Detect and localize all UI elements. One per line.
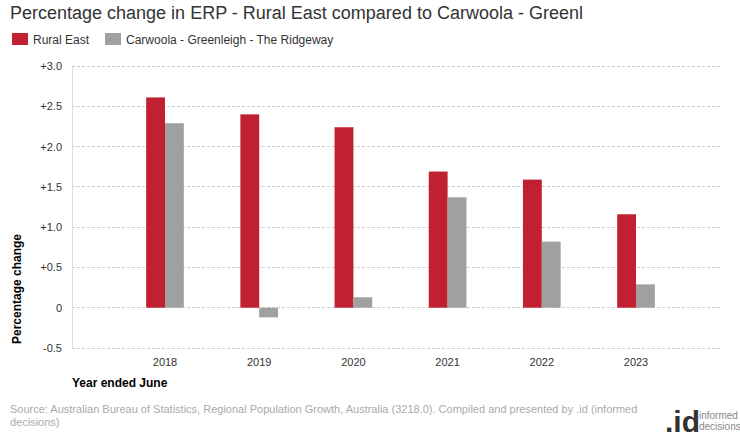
bar [240, 114, 259, 307]
x-axis-line [118, 348, 683, 349]
x-tick: 2019 [247, 348, 271, 368]
y-tick: 0 [56, 302, 72, 314]
x-tick-label: 2019 [247, 356, 271, 368]
y-tick: -0.5 [43, 342, 72, 354]
source: Source: Australian Bureau of Statistics,… [10, 403, 637, 415]
grid [72, 66, 722, 348]
y-tick: +2.0 [40, 141, 72, 153]
x-tick-label: 2021 [435, 356, 459, 368]
title: Percentage change in ERP - Rural East co… [10, 3, 583, 23]
y-tick-label: +2.5 [40, 100, 62, 112]
x-tick-label: 2018 [153, 356, 177, 368]
bar [542, 242, 561, 308]
legend-label: Carwoola - Greenleigh - The Ridgeway [126, 33, 333, 47]
y-tick: +1.5 [40, 181, 72, 193]
grid-line [72, 106, 722, 107]
bar [335, 127, 354, 307]
y-axis-title: Percentage change [10, 234, 24, 344]
y-tick-label: -0.5 [43, 342, 62, 354]
bar [448, 197, 467, 307]
legend-item: Rural East [12, 33, 90, 47]
x-tick: 2018 [153, 348, 177, 368]
logo-text: decisions [699, 421, 740, 432]
y-tick-label: +0.5 [40, 261, 62, 273]
x-tick-label: 2023 [624, 356, 648, 368]
y-axis-line [72, 67, 73, 349]
source: decisions) [10, 416, 60, 428]
logo-mark: .id [665, 405, 700, 438]
x-tick-label: 2022 [530, 356, 554, 368]
bar [259, 308, 278, 318]
x-tick-label: 2020 [341, 356, 365, 368]
x-tick: 2023 [624, 348, 648, 368]
y-axis: -0.5 0 +0.5 +1.0 +1.5 +2.0 +2.5 +3.0 [40, 60, 72, 354]
bar [429, 172, 448, 308]
bar [353, 297, 372, 307]
y-tick: +0.5 [40, 261, 72, 273]
y-tick-label: +3.0 [40, 60, 62, 72]
y-tick-label: +1.0 [40, 221, 62, 233]
x-axis-title: Year ended June [72, 376, 168, 390]
bars [146, 97, 655, 317]
y-tick-label: 0 [56, 302, 62, 314]
legend-item: Carwoola - Greenleigh - The Ridgeway [105, 33, 333, 47]
bar [617, 214, 636, 307]
y-tick-label: +2.0 [40, 141, 62, 153]
y-tick: +1.0 [40, 221, 72, 233]
legend-label: Rural East [33, 33, 90, 47]
x-tick: 2021 [435, 348, 459, 368]
bar [146, 97, 165, 307]
bar [165, 123, 184, 308]
legend-swatch [12, 33, 28, 45]
y-tick: +3.0 [40, 60, 72, 72]
bar [636, 284, 655, 307]
x-axis: 2018 2019 2020 2021 2022 2023 [118, 348, 683, 368]
bar [523, 180, 542, 308]
grid-line [72, 348, 722, 349]
logo-text: informed [699, 410, 738, 421]
legend-swatch [105, 33, 121, 45]
x-tick: 2020 [341, 348, 365, 368]
grid-line [72, 66, 722, 67]
y-tick: +2.5 [40, 100, 72, 112]
y-tick-label: +1.5 [40, 181, 62, 193]
x-tick: 2022 [530, 348, 554, 368]
